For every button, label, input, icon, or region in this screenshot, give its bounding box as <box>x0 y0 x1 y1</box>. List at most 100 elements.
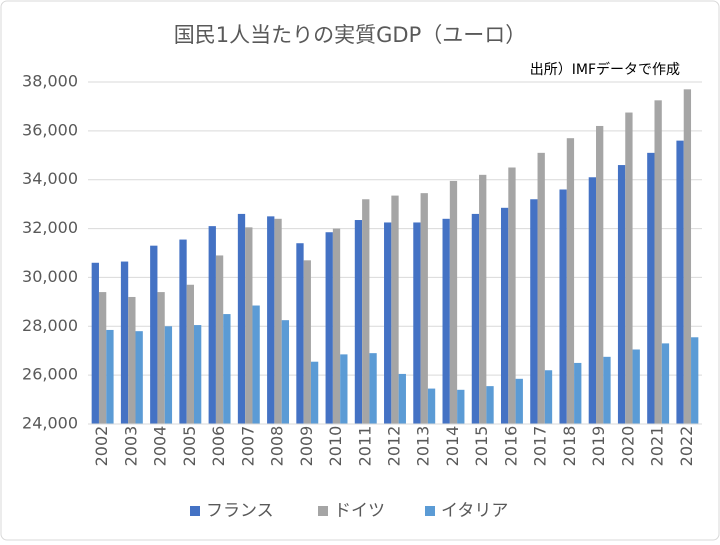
x-tick-label: 2013 <box>414 426 433 467</box>
bar <box>486 386 494 424</box>
x-tick-label: 2016 <box>501 426 520 467</box>
bar <box>296 243 304 424</box>
bar <box>208 226 216 424</box>
bar <box>479 174 487 424</box>
bar <box>500 207 509 424</box>
y-tick-label: 26,000 <box>22 365 78 384</box>
bar <box>354 220 363 424</box>
legend-label: イタリア <box>441 501 508 521</box>
bar <box>179 239 187 424</box>
bar <box>120 261 129 424</box>
bar <box>574 362 582 424</box>
bar <box>215 255 224 424</box>
bar <box>632 349 640 424</box>
bar <box>654 100 662 425</box>
x-tick-label: 2014 <box>443 426 462 467</box>
x-tick-label: 2019 <box>589 426 608 467</box>
bar <box>252 305 260 424</box>
bar <box>362 199 370 424</box>
bar <box>384 222 392 424</box>
legend-swatch <box>190 506 200 516</box>
bar <box>508 167 516 424</box>
bar <box>98 292 107 424</box>
legend-label: ドイツ <box>334 501 385 521</box>
bar <box>237 213 246 424</box>
x-tick-label: 2010 <box>326 426 345 467</box>
bar <box>164 326 173 424</box>
x-tick-label: 2009 <box>297 426 316 467</box>
bar <box>457 389 465 424</box>
bar <box>442 218 450 424</box>
bar <box>691 337 699 424</box>
bar <box>325 232 333 424</box>
y-tick-label: 24,000 <box>22 414 78 433</box>
x-tick-label: 2015 <box>472 426 491 467</box>
bar <box>588 177 597 424</box>
bar <box>267 216 275 424</box>
legend-label: フランス <box>206 501 274 521</box>
bar <box>310 361 319 424</box>
bar <box>340 354 348 424</box>
bar <box>647 152 655 425</box>
x-tick-label: 2002 <box>92 426 111 467</box>
legend-swatch <box>318 506 328 516</box>
bar <box>106 329 114 424</box>
bar <box>617 165 626 425</box>
chart-title: 国民1人当たりの実質GDP（ユーロ） <box>174 23 526 47</box>
x-tick-label: 2011 <box>355 426 374 467</box>
bar <box>186 284 194 424</box>
bar <box>274 218 282 424</box>
bar <box>676 140 684 424</box>
y-tick-label: 32,000 <box>22 218 78 237</box>
bar <box>391 195 399 424</box>
y-tick-label: 34,000 <box>22 169 78 188</box>
bar <box>281 320 290 424</box>
bar <box>420 193 428 424</box>
bar <box>661 343 670 424</box>
bar <box>566 138 575 424</box>
x-tick-label: 2012 <box>385 426 404 467</box>
bar <box>449 180 458 424</box>
y-tick-label: 38,000 <box>22 72 78 91</box>
bar <box>398 373 406 424</box>
bar <box>135 331 143 424</box>
bar <box>559 189 567 424</box>
bar <box>471 213 480 424</box>
x-tick-label: 2020 <box>618 426 637 467</box>
bar <box>515 378 523 424</box>
x-tick-label: 2003 <box>121 426 140 467</box>
y-tick-label: 28,000 <box>22 316 78 335</box>
bar <box>157 292 165 424</box>
x-tick-label: 2017 <box>531 426 550 467</box>
bar <box>332 228 341 424</box>
bar <box>128 296 136 424</box>
bar <box>245 227 253 424</box>
bar <box>683 89 692 424</box>
bar <box>625 112 633 425</box>
bar <box>223 314 231 424</box>
x-tick-label: 2018 <box>560 426 579 467</box>
bar <box>303 260 311 424</box>
bar <box>427 388 436 424</box>
legend-swatch <box>425 506 435 516</box>
x-tick-label: 2008 <box>268 426 287 467</box>
y-tick-label: 36,000 <box>22 120 78 139</box>
bar <box>369 353 377 424</box>
bar <box>413 222 421 424</box>
x-tick-label: 2007 <box>238 426 257 467</box>
bar <box>91 262 99 424</box>
bar <box>537 152 545 425</box>
bar <box>544 370 553 424</box>
bar <box>603 356 611 424</box>
y-tick-label: 30,000 <box>22 267 78 286</box>
bar <box>530 199 538 424</box>
x-tick-label: 2022 <box>677 426 696 467</box>
bar <box>596 125 604 424</box>
x-tick-label: 2004 <box>151 426 170 467</box>
x-tick-label: 2005 <box>180 426 199 467</box>
bar <box>193 325 202 424</box>
bar <box>150 245 158 424</box>
x-tick-label: 2006 <box>209 426 228 467</box>
